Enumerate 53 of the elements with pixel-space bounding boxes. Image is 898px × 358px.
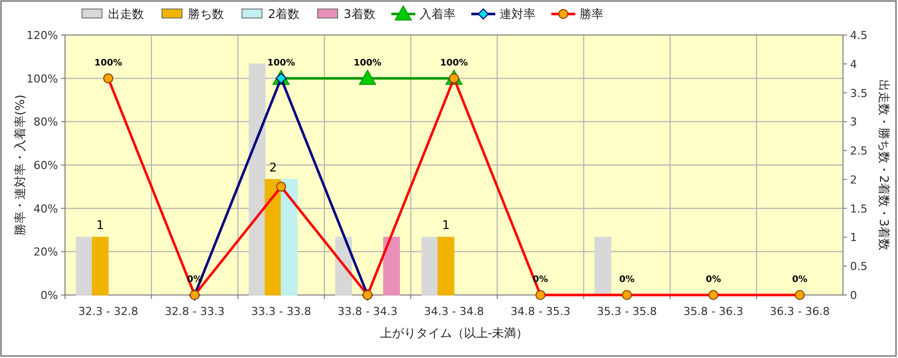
x-tick-label: 32.3 - 32.8 [78,305,138,318]
y2-tick-label: 1 [850,231,857,244]
y-tick-label: 60% [34,159,58,172]
y-axis-title: 勝率・連対率・入着率(%) [13,94,27,236]
y2-tick-label: 2 [850,173,857,186]
data-label: 1 [442,218,450,232]
y-tick-label: 40% [34,202,58,216]
legend-label: 3着数 [344,7,376,21]
y-tick-label: 120% [26,29,58,42]
x-tick-label: 34.3 - 34.8 [424,305,484,318]
bar [438,236,454,296]
data-label: 0% [706,275,721,285]
y2-tick-label: 4 [850,58,857,71]
bar [92,236,109,296]
x-tick-label: 36.3 - 36.8 [770,305,830,318]
x-tick-label: 35.8 - 36.3 [683,305,744,318]
legend-label: 連対率 [499,7,536,21]
y-tick-label: 20% [34,246,58,259]
bar [422,236,438,296]
data-label: 2 [269,160,277,174]
legend-label: 勝率 [579,7,604,21]
data-label: 1 [96,218,104,232]
x-tick-label: 32.8 - 33.3 [164,305,225,318]
x-tick-label: 34.8 - 35.3 [510,305,570,318]
y2-tick-label: 3 [850,116,857,129]
legend-label: 入着率 [419,7,456,21]
y2-tick-label: 2.5 [850,144,868,158]
legend-label: 勝ち数 [188,7,224,21]
data-label: 100% [354,58,382,68]
y-tick-label: 80% [34,116,58,129]
y2-axis-title: 出走数・勝ち数・2着数・3着数 [877,79,891,251]
x-tick-label: 33.8 - 34.3 [338,305,398,318]
data-label: 100% [440,58,468,68]
x-tick-label: 33.3 - 33.8 [251,305,312,318]
y-tick-label: 100% [26,72,58,86]
bar [248,63,266,296]
y2-tick-label: 4.5 [850,29,868,42]
x-tick-label: 35.3 - 35.8 [596,305,657,318]
bar [76,236,93,296]
y2-tick-label: 0.5 [850,260,868,274]
data-label: 0% [792,275,808,285]
point [359,70,376,85]
legend-label: 2着数 [268,7,300,21]
x-axis-title: 上がりタイム（以上-未満） [380,326,528,340]
y2-tick-label: 1.5 [850,202,868,216]
legend-label: 出走数 [108,7,144,21]
y2-tick-label: 3.5 [850,86,868,100]
data-label: 100% [267,58,296,68]
y2-tick-label: 0 [850,289,857,302]
bar [594,236,612,296]
y-tick-label: 0% [40,289,58,302]
data-label: 0% [619,275,635,285]
data-label: 100% [94,58,122,68]
